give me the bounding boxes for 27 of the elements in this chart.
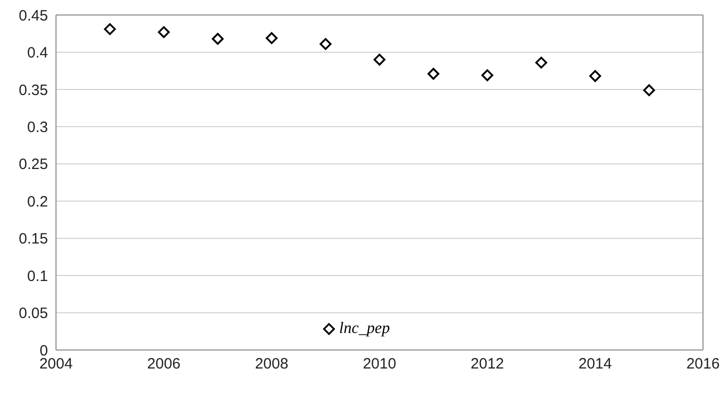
x-tick-label: 2014: [578, 356, 612, 373]
point: [589, 70, 602, 82]
y-tick-label: 0.1: [27, 268, 48, 285]
point: [158, 26, 170, 38]
legend-label: lnc_pep: [338, 320, 390, 338]
x-tick-label: 2010: [362, 356, 396, 373]
point: [643, 84, 655, 96]
point: [266, 32, 278, 44]
y-tick-label: 0.15: [18, 230, 48, 248]
point: [481, 69, 494, 82]
y-tick-label: 0.35: [18, 82, 48, 99]
y-tick-label: 0.45: [18, 7, 48, 24]
y-tick-label: 0.25: [18, 156, 48, 174]
x-tick-label: 2016: [686, 356, 720, 373]
y-tick-label: 0.3: [27, 118, 48, 136]
y-tick-label: 0.05: [18, 305, 48, 322]
x-tick-label: 2006: [147, 356, 181, 373]
point: [374, 54, 386, 66]
y-tick-label: 0.2: [27, 193, 48, 210]
x-tick-label: 2012: [470, 356, 504, 373]
point: [428, 68, 440, 80]
y-tick-label: 0.4: [27, 44, 48, 62]
point: [320, 38, 332, 50]
point: [535, 56, 548, 69]
point: [104, 23, 116, 36]
point: [212, 32, 224, 45]
x-tick-label: 2008: [254, 356, 288, 373]
